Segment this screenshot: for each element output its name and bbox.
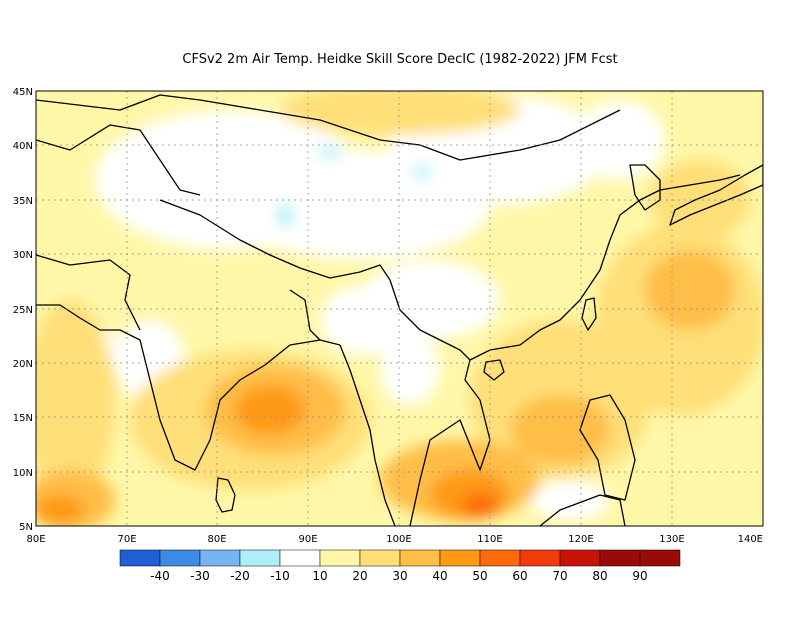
- border-china-north: [36, 94, 261, 111]
- colorbar-swatch: [599, 549, 641, 567]
- shade-white-yunnan: [320, 285, 410, 355]
- map-panel: [36, 91, 763, 526]
- coastline-myanmar-malay: [339, 344, 396, 526]
- skill-shading: [36, 91, 763, 526]
- colorbar-swatch: [479, 549, 521, 567]
- map-title: CFSv2 2m Air Temp. Heidke Skill Score De…: [182, 52, 617, 67]
- lat-tick-label: 35N: [13, 196, 33, 207]
- coastline-taiwan: [581, 297, 597, 331]
- lat-tick-label: 30N: [13, 250, 33, 261]
- border-himalaya: [159, 199, 391, 281]
- lat-tick-label: 5N: [19, 522, 33, 533]
- coastline-philippines: [579, 394, 636, 501]
- colorbar-label: 20: [352, 569, 367, 583]
- lon-tick-label: 70E: [117, 534, 136, 545]
- shade-60-indochina: [462, 493, 498, 517]
- colorbar-swatch: [399, 549, 441, 567]
- shade-30-north: [280, 91, 520, 135]
- coastline-japan: [669, 164, 763, 226]
- colorbar-label: -10: [270, 569, 290, 583]
- lon-tick-label: 130E: [659, 534, 684, 545]
- shade-white-borneo: [530, 480, 610, 520]
- shade-blue-3: [413, 165, 431, 179]
- colorbar-swatch: [199, 549, 241, 567]
- border-central-asia: [36, 124, 201, 196]
- colorbar-swatch: [359, 549, 401, 567]
- colorbar-label: -30: [190, 569, 210, 583]
- lat-tick-label: 10N: [13, 468, 33, 479]
- colorbar-swatch: [239, 549, 281, 567]
- colorbar-swatch: [279, 549, 321, 567]
- colorbar-label: 60: [512, 569, 527, 583]
- colorbar-swatch: [639, 549, 681, 567]
- lat-tick-label: 40N: [13, 141, 33, 152]
- coastline-borneo: [539, 494, 626, 526]
- shade-30-japan: [650, 160, 750, 240]
- colorbar-label: 40: [432, 569, 447, 583]
- lat-tick-label: 15N: [13, 413, 33, 424]
- colorbar-swatch: [159, 549, 201, 567]
- lon-tick-label: 80E: [207, 534, 226, 545]
- coastline-hainan: [483, 359, 505, 381]
- lat-tick-label: 25N: [13, 305, 33, 316]
- lon-axis: 80E 70E 80E 90E 100E 110E 120E 130E 140E: [26, 534, 763, 545]
- shade-50-bay: [235, 385, 305, 435]
- colorbar-swatch: [559, 549, 601, 567]
- border-mongolia: [259, 109, 621, 161]
- border-pakistan: [36, 254, 141, 331]
- map-frame: [35, 90, 764, 527]
- colorbar-label: 80: [592, 569, 607, 583]
- lon-tick-label: 80E: [26, 534, 45, 545]
- colorbar-swatches: [119, 549, 681, 567]
- colorbar-label: -20: [230, 569, 250, 583]
- colorbar-label: 30: [392, 569, 407, 583]
- colorbar-label: 90: [632, 569, 647, 583]
- colorbar-label: 50: [472, 569, 487, 583]
- lon-tick-label: 140E: [738, 534, 763, 545]
- colorbar-labels: -40 -30 -20 -10 10 20 30 40 50 60 70 80 …: [150, 569, 647, 583]
- lon-tick-label: 120E: [568, 534, 593, 545]
- shade-50-sw: [36, 495, 85, 525]
- shade-white-indochina: [380, 335, 440, 405]
- border-bangladesh: [289, 289, 321, 341]
- lat-tick-label: 20N: [13, 359, 33, 370]
- colorbar-swatch: [439, 549, 481, 567]
- coastline-sri-lanka: [215, 477, 236, 513]
- colorbar-label: -40: [150, 569, 170, 583]
- coastlines-and-borders: [36, 94, 763, 526]
- shade-40-westpac: [645, 250, 735, 330]
- lon-tick-label: 110E: [477, 534, 502, 545]
- colorbar-swatch: [119, 549, 161, 567]
- gridlines: [36, 91, 763, 526]
- shade-40-scs: [510, 395, 610, 465]
- shade-blue-1: [318, 146, 342, 158]
- lat-tick-label: 45N: [13, 87, 33, 98]
- coastline-west-india: [36, 304, 341, 471]
- colorbar-swatch: [519, 549, 561, 567]
- lat-axis: 45N 40N 35N 30N 25N 20N 15N 10N 5N: [13, 87, 33, 533]
- lon-tick-label: 100E: [386, 534, 411, 545]
- shade-30-arabian: [36, 300, 115, 500]
- colorbar-label: 70: [552, 569, 567, 583]
- border-indochina: [389, 279, 471, 361]
- coastline-indochina: [409, 174, 741, 526]
- colorbar: -40 -30 -20 -10 10 20 30 40 50 60 70 80 …: [119, 549, 681, 583]
- colorbar-label: 10: [312, 569, 327, 583]
- colorbar-swatch: [319, 549, 361, 567]
- lon-tick-label: 90E: [298, 534, 317, 545]
- shade-white-manchuria: [575, 100, 665, 180]
- shade-blue-2: [277, 203, 293, 227]
